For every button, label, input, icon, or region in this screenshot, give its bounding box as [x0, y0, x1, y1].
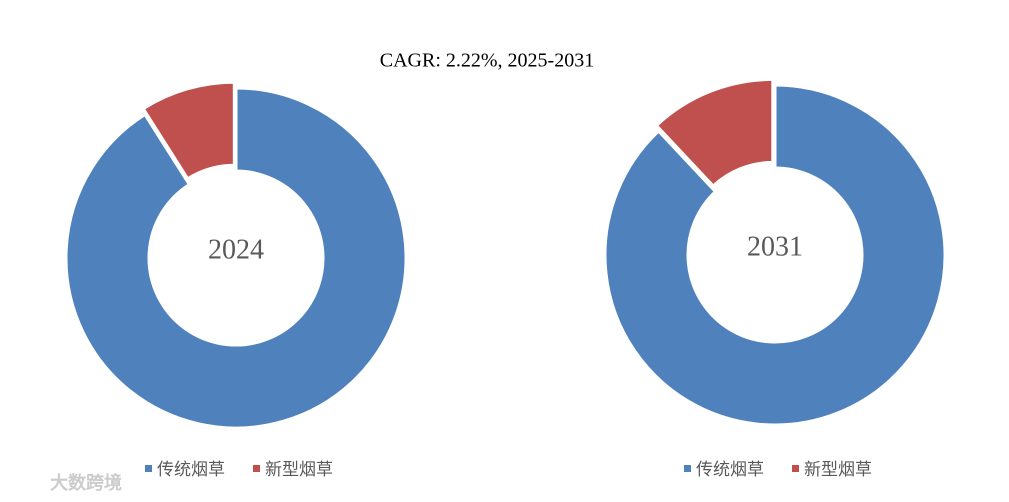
donut-slice — [603, 83, 947, 427]
center-label: 2024 — [208, 234, 264, 265]
legend-label: 新型烟草 — [265, 460, 333, 480]
legend-label: 新型烟草 — [804, 460, 872, 480]
legend-swatch — [145, 465, 152, 472]
legend-label: 传统烟草 — [696, 460, 764, 480]
chart-title: CAGR: 2.22%, 2025-2031 — [380, 50, 594, 72]
watermark: 大数跨境 — [50, 472, 122, 494]
donut-slice — [64, 86, 408, 430]
center-label: 2031 — [747, 231, 803, 262]
legend-swatch — [253, 465, 260, 472]
donut-slice — [141, 80, 236, 181]
legend-label: 传统烟草 — [157, 460, 225, 480]
legend-swatch — [684, 465, 691, 472]
legend-swatch — [792, 465, 799, 472]
donut-slice — [654, 77, 775, 189]
